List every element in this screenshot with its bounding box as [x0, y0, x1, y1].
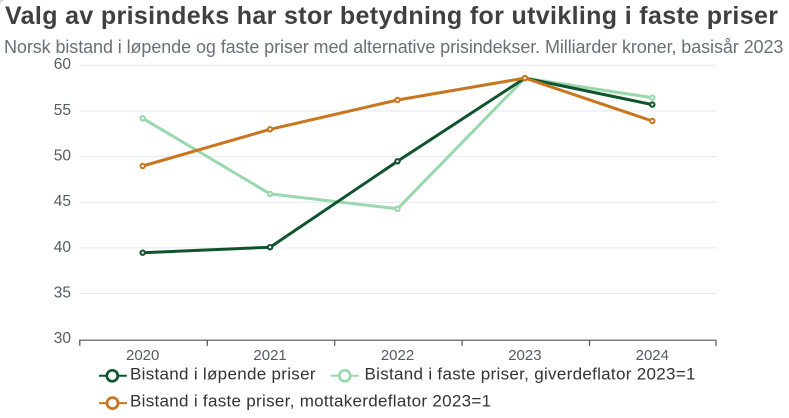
svg-text:40: 40	[54, 239, 72, 256]
svg-text:Bistand i løpende priser: Bistand i løpende priser	[130, 365, 316, 384]
svg-text:2023: 2023	[508, 347, 541, 364]
svg-text:2021: 2021	[253, 347, 286, 364]
svg-text:2020: 2020	[126, 347, 159, 364]
svg-text:Bistand i faste priser, mottak: Bistand i faste priser, mottakerdeflator…	[130, 392, 491, 411]
svg-text:35: 35	[54, 285, 71, 302]
svg-text:Bistand i faste priser, giverd: Bistand i faste priser, giverdeflator 20…	[365, 365, 696, 384]
svg-text:2024: 2024	[636, 347, 669, 364]
svg-text:60: 60	[54, 56, 72, 73]
svg-text:2022: 2022	[381, 347, 414, 364]
svg-text:50: 50	[54, 148, 72, 165]
svg-text:45: 45	[54, 193, 71, 210]
svg-text:55: 55	[54, 102, 71, 119]
svg-text:30: 30	[54, 330, 72, 347]
